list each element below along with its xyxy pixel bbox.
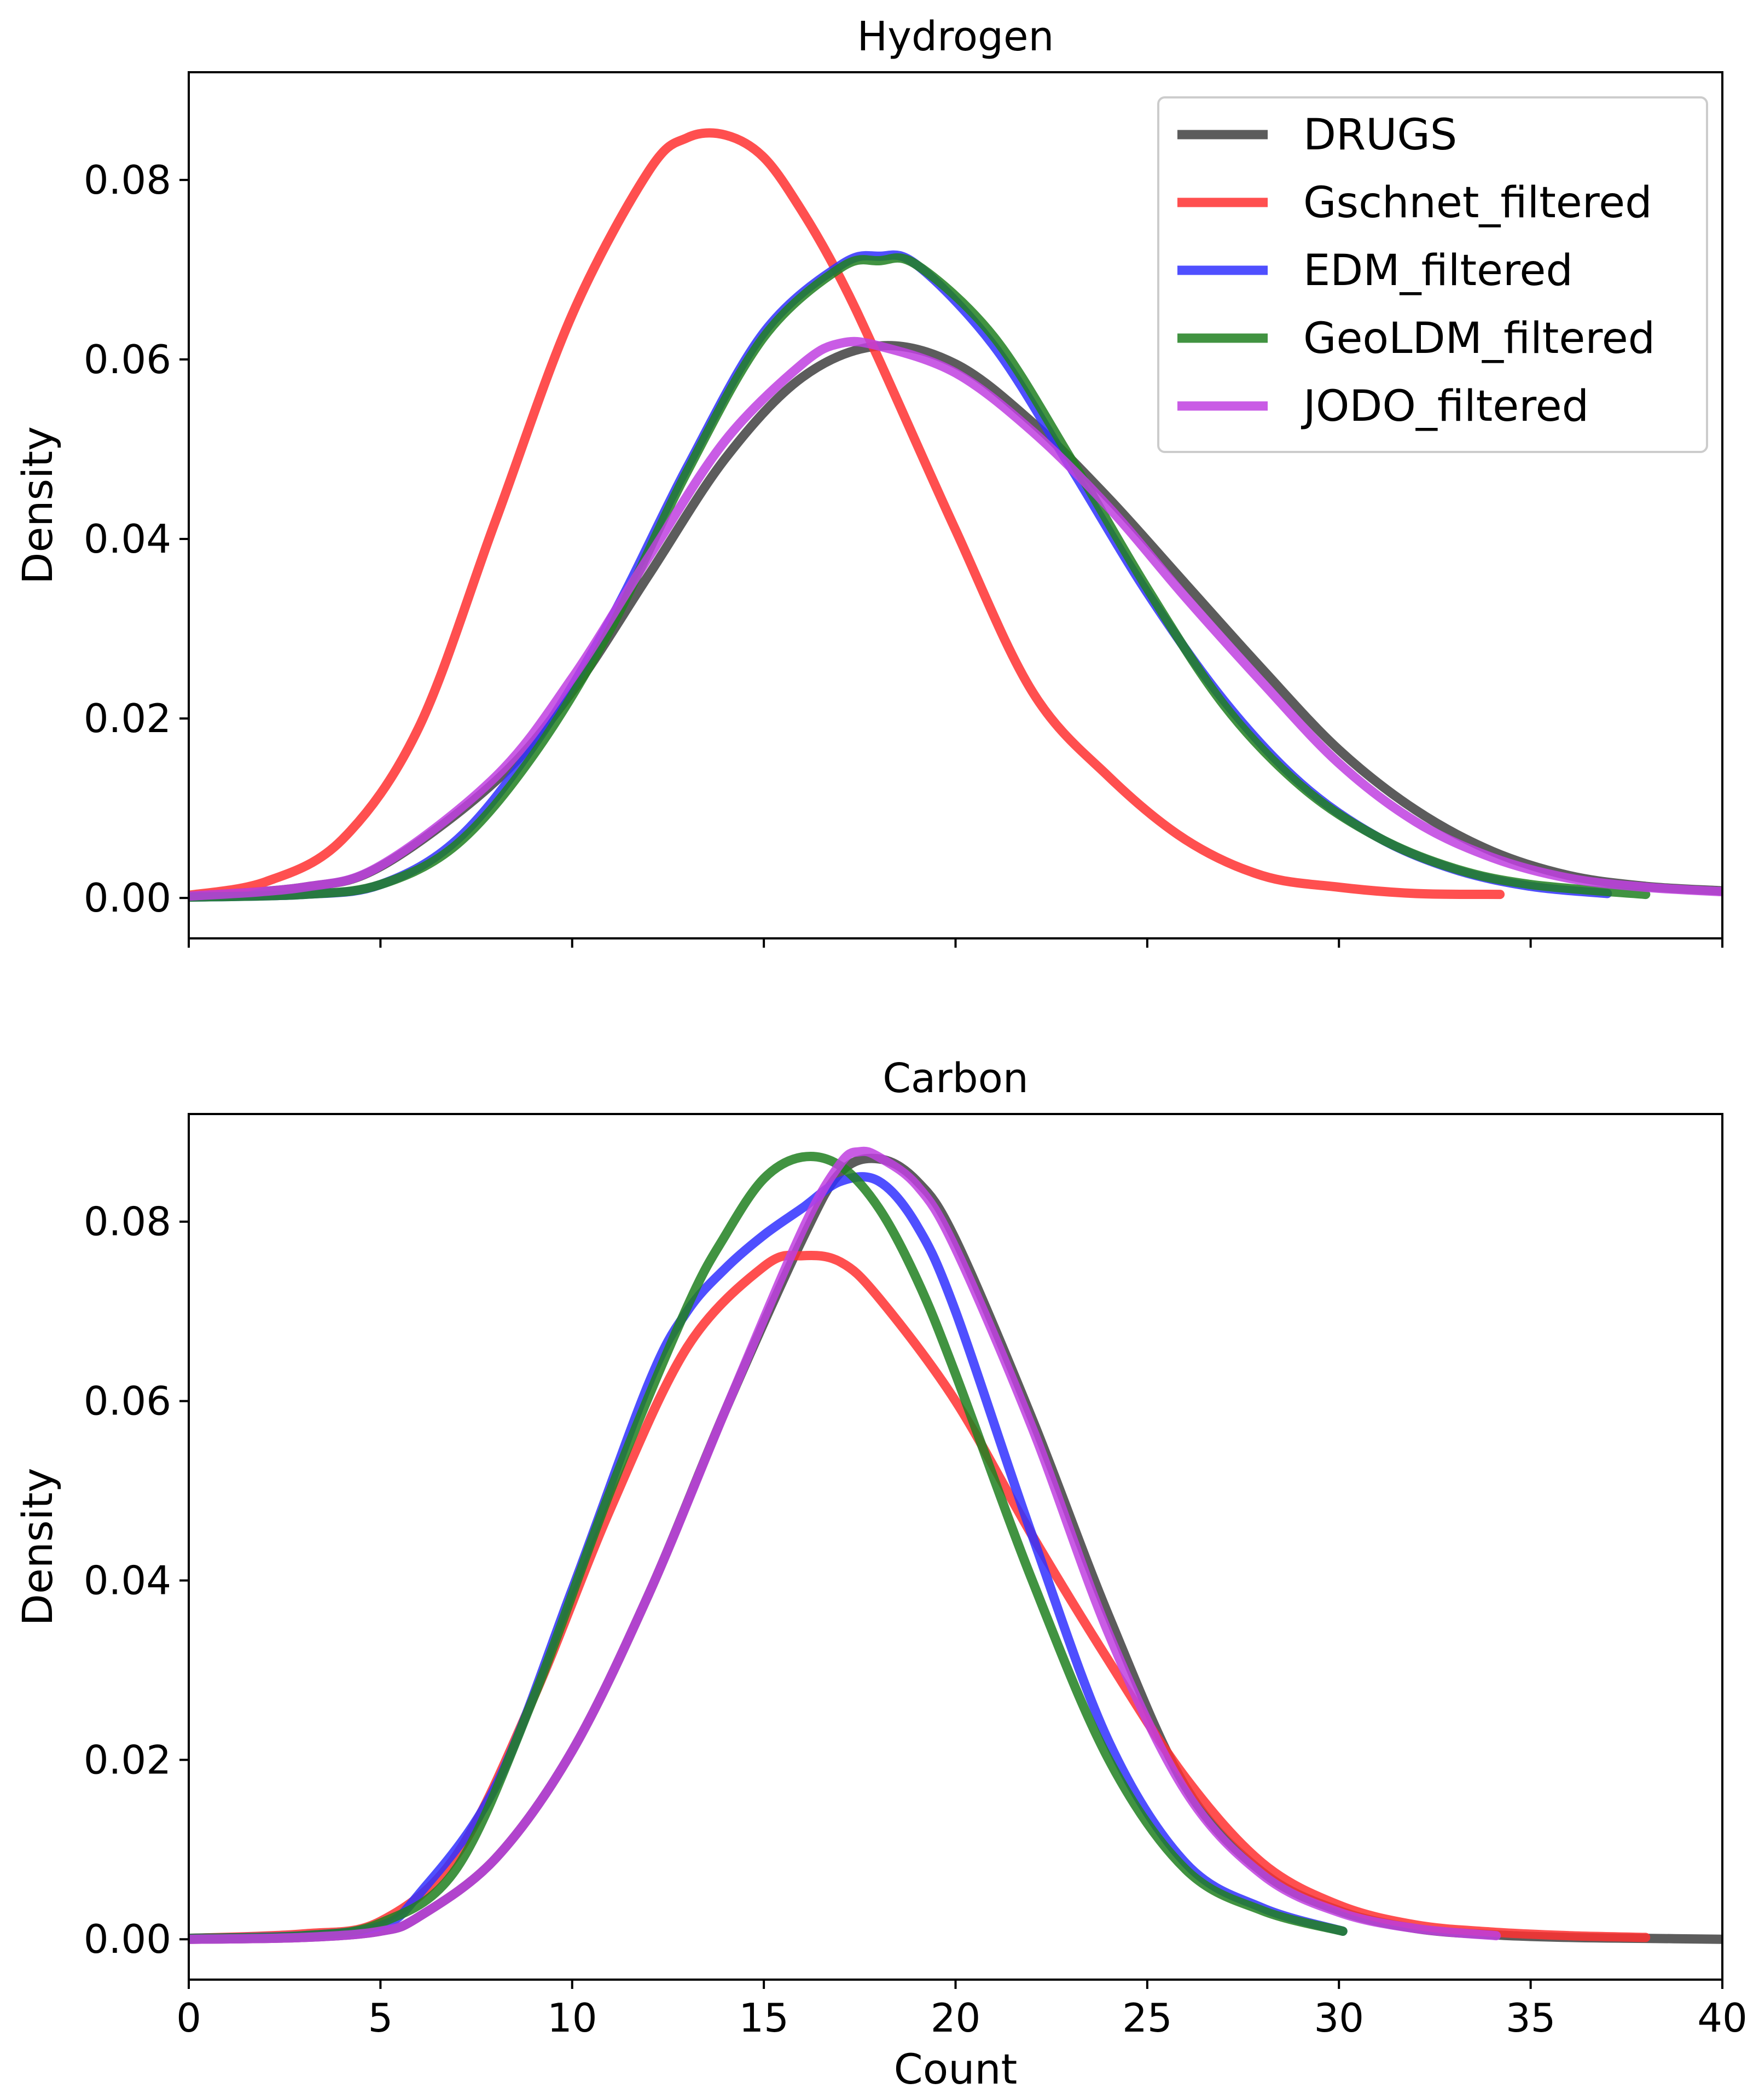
legend-label: Gschnet_filtered bbox=[1303, 178, 1652, 228]
hydrogen-panel: Hydrogen 0.00 0.02 0.04 0.06 0.08 Density DRUGS… bbox=[13, 13, 1723, 948]
y-axis-label: Density bbox=[13, 1468, 62, 1626]
x-tick-label: 30 bbox=[1314, 1995, 1364, 2041]
y-tick-label: 0.08 bbox=[84, 1199, 171, 1245]
y-tick-label: 0.08 bbox=[84, 157, 171, 203]
y-tick-label: 0.00 bbox=[84, 875, 171, 921]
series-line-edm-filtered bbox=[189, 1172, 1348, 1944]
y-tick-label: 0.06 bbox=[84, 337, 171, 382]
legend-label: GeoLDM_filtered bbox=[1303, 314, 1655, 363]
series-line-geoldm-filtered bbox=[189, 1151, 1348, 1944]
y-tick-label: 0.04 bbox=[84, 1557, 171, 1603]
x-axis-label: Count bbox=[894, 2045, 1018, 2093]
y-axis-label: Density bbox=[13, 426, 62, 584]
series-line-gschnet-filtered bbox=[189, 128, 1505, 900]
x-tick-label: 15 bbox=[739, 1995, 789, 2041]
chart-title: Carbon bbox=[883, 1055, 1029, 1102]
y-tick-label: 0.00 bbox=[84, 1916, 171, 1962]
x-tick-label: 20 bbox=[931, 1995, 981, 2041]
series-line-gschnet-filtered bbox=[189, 1250, 1651, 1944]
legend: DRUGS Gschnet_filtered EDM_filtered GeoLDM_… bbox=[1157, 96, 1708, 453]
chart-title: Hydrogen bbox=[857, 13, 1054, 60]
legend-label: EDM_filtered bbox=[1303, 246, 1573, 295]
x-tick-label: 10 bbox=[547, 1995, 597, 2041]
legend-label: JODO_filtered bbox=[1301, 382, 1589, 431]
series-line-geoldm-filtered bbox=[189, 253, 1651, 902]
y-tick-label: 0.06 bbox=[84, 1378, 171, 1424]
x-tick-label: 5 bbox=[368, 1995, 393, 2041]
y-tick-label: 0.04 bbox=[84, 516, 171, 562]
series-line-jodo-filtered bbox=[189, 1146, 1501, 1944]
y-tick-label: 0.02 bbox=[84, 695, 171, 741]
x-tick-label: 35 bbox=[1506, 1995, 1556, 2041]
series-line-drugs bbox=[189, 1153, 1722, 1944]
legend-label: DRUGS bbox=[1303, 111, 1457, 160]
x-tick-label: 0 bbox=[176, 1995, 201, 2041]
x-tick-label: 25 bbox=[1122, 1995, 1172, 2041]
y-tick-label: 0.02 bbox=[84, 1737, 171, 1783]
series-line-jodo-filtered bbox=[189, 337, 1722, 901]
carbon-panel: Carbon 0 5 10 15 20 25 30 35 40 0.00 0.02 0.04 0.06 0.… bbox=[13, 1055, 1748, 2093]
x-tick-label: 40 bbox=[1697, 1995, 1748, 2041]
